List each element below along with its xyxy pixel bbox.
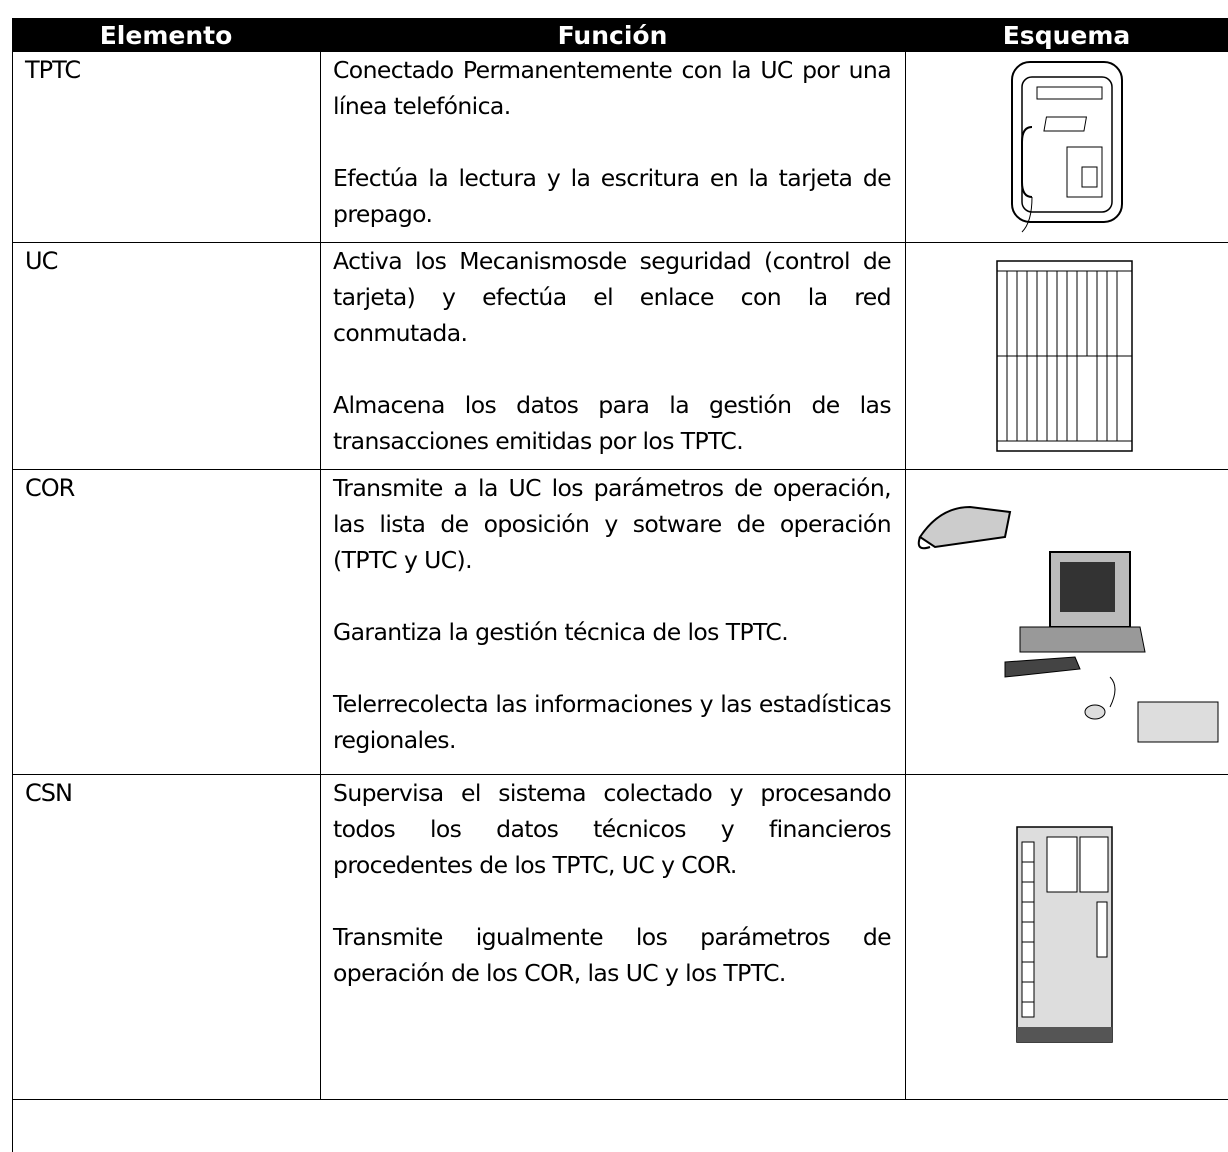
table-edge — [12, 52, 14, 1152]
cabinet-sketch — [1016, 826, 1113, 1043]
office-equipment-sketch — [917, 505, 1218, 743]
paragraph: Transmite a la UC los parámetros de oper… — [333, 474, 892, 574]
paragraph: Efectúa la lectura y la escritura en la … — [333, 164, 892, 228]
function-cell: Supervisa el sistema colectado y procesa… — [320, 775, 905, 1100]
paragraph: Conectado Permanentemente con la UC por … — [333, 56, 892, 120]
terminal-sketch — [1011, 61, 1123, 233]
paragraph: Garantiza la gestión técnica de los TPTC… — [333, 618, 789, 646]
header-cell: Elemento — [12, 18, 320, 52]
rack-sketch — [996, 260, 1133, 452]
element-cell: COR — [12, 470, 320, 775]
paragraph: Activa los Mecanismosde seguridad (contr… — [333, 247, 892, 347]
schema-cell — [905, 470, 1228, 775]
element-cell: TPTC — [12, 52, 320, 243]
schema-cell — [905, 243, 1228, 470]
header-cell: Función — [320, 18, 905, 52]
paragraph: Supervisa el sistema colectado y procesa… — [333, 779, 892, 879]
paragraph: Telerrecolecta las informaciones y las e… — [333, 690, 892, 754]
schema-cell — [905, 52, 1228, 243]
page: Elemento Función Esquema TPTC Conectado P… — [12, 18, 1228, 1152]
paragraph: Almacena los datos para la gestión de la… — [333, 391, 892, 455]
function-cell: Conectado Permanentemente con la UC por … — [320, 52, 905, 243]
function-cell: Transmite a la UC los parámetros de oper… — [320, 470, 905, 775]
schema-cell — [905, 775, 1228, 1100]
element-cell: UC — [12, 243, 320, 470]
element-cell: CSN — [12, 775, 320, 1100]
header-cell: Esquema — [905, 18, 1228, 52]
paragraph: Transmite igualmente los parámetros de o… — [333, 923, 892, 987]
function-cell: Activa los Mecanismosde seguridad (contr… — [320, 243, 905, 470]
